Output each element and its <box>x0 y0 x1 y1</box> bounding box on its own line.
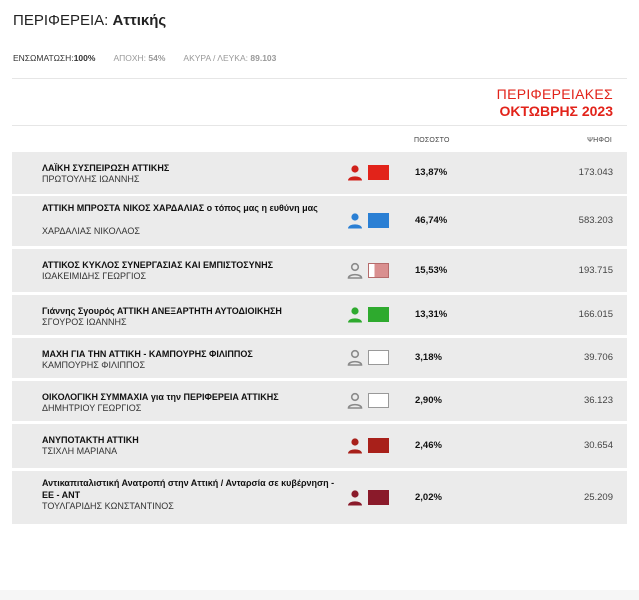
invalid-value: 89.103 <box>250 53 277 63</box>
person-outline-icon <box>347 262 363 279</box>
votes-column-header: ΨΗΦΟΙ <box>587 137 612 144</box>
page-title: ΠΕΡΙΦΕΡΕΙΑ: Αττικής <box>13 12 166 29</box>
integration-value: 100% <box>73 53 96 63</box>
party-color-swatch <box>368 307 389 322</box>
region-label: ΠΕΡΙΦΕΡΕΙΑ: <box>13 12 109 29</box>
region-name: Αττικής <box>112 12 167 29</box>
percent-column-header: ΠΟΣΟΣΤΟ <box>414 137 450 144</box>
person-icon <box>348 165 362 181</box>
person-icon <box>348 307 362 323</box>
election-heading: ΠΕΡΙΦΕΡΕΙΑΚΕΣ ΟΚΤΩΒΡΗΣ 2023 <box>497 86 613 119</box>
leader-name: ΚΑΜΠΟΥΡΗΣ ΦΙΛΙΠΠΟΣ <box>42 360 146 370</box>
votes-value: 25.209 <box>583 492 613 503</box>
result-row: ΑΤΤΙΚΟΣ ΚΥΚΛΟΣ ΣΥΝΕΡΓΑΣΙΑΣ ΚΑΙ ΕΜΠΙΣΤΟΣΥ… <box>12 249 627 292</box>
abstention-value: 54% <box>148 53 166 63</box>
result-row: ΑΝΥΠΟΤΑΚΤΗ ΑΤΤΙΚΗ ΤΣΙΧΛΗ ΜΑΡΙΑΝΑ 2,46% 30.6… <box>12 424 627 468</box>
person-icon <box>348 213 362 229</box>
party-color-swatch <box>368 490 389 505</box>
divider <box>12 78 627 79</box>
abstention-stat: ΑΠΟΧΗ: 54% <box>113 53 165 63</box>
invalid-label: ΑΚΥΡΑ / ΛΕΥΚΑ: <box>183 53 249 63</box>
result-row: Αντικαπιταλιστική Ανατροπή στην Αττική /… <box>12 471 627 524</box>
result-row: ΟΙΚΟΛΟΓΙΚΗ ΣΥΜΜΑΧΙΑ για την ΠΕΡΙΦΕΡΕΙΑ Α… <box>12 381 627 421</box>
party-name: ΟΙΚΟΛΟΓΙΚΗ ΣΥΜΜΑΧΙΑ για την ΠΕΡΙΦΕΡΕΙΑ Α… <box>42 392 279 402</box>
result-row: ΜΑΧΗ ΓΙΑ ΤΗΝ ΑΤΤΙΚΗ - ΚΑΜΠΟΥΡΗΣ ΦΙΛΙΠΠΟΣ… <box>12 338 627 378</box>
party-color-swatch <box>368 213 389 228</box>
party-color-swatch <box>368 393 389 408</box>
party-color-swatch <box>368 263 389 278</box>
person-outline-icon <box>347 349 363 366</box>
votes-value: 39.706 <box>583 352 613 363</box>
party-name: ΜΑΧΗ ΓΙΑ ΤΗΝ ΑΤΤΙΚΗ - ΚΑΜΠΟΥΡΗΣ ΦΙΛΙΠΠΟΣ <box>42 349 253 359</box>
divider <box>12 125 627 126</box>
percent-value: 13,31% <box>415 309 448 320</box>
leader-name: ΣΓΟΥΡΟΣ ΙΩΑΝΝΗΣ <box>42 317 127 327</box>
result-row: ΑΤΤΙΚΗ ΜΠΡΟΣΤΑ ΝΙΚΟΣ ΧΑΡΔΑΛΙΑΣ ο τόπος μ… <box>12 196 627 246</box>
party-name: Γιάννης Σγουρός ΑΤΤΙΚΗ ΑΝΕΞΑΡΤΗΤΗ ΑΥΤΟΔΙ… <box>42 306 282 316</box>
leader-name: ΔΗΜΗΤΡΙΟΥ ΓΕΩΡΓΙΟΣ <box>42 403 142 413</box>
percent-value: 2,02% <box>415 492 442 503</box>
percent-value: 2,46% <box>415 440 442 451</box>
election-date: ΟΚΤΩΒΡΗΣ 2023 <box>499 103 613 119</box>
party-name: ΑΤΤΙΚΟΣ ΚΥΚΛΟΣ ΣΥΝΕΡΓΑΣΙΑΣ ΚΑΙ ΕΜΠΙΣΤΟΣΥ… <box>42 260 274 270</box>
percent-value: 46,74% <box>415 215 448 226</box>
party-color-swatch <box>368 438 389 453</box>
votes-value: 30.654 <box>583 440 613 451</box>
votes-value: 36.123 <box>583 395 613 406</box>
percent-value: 15,53% <box>415 265 448 276</box>
leader-name: ΧΑΡΔΑΛΙΑΣ ΝΙΚΟΛΑΟΣ <box>42 226 140 236</box>
integration-stat: ΕΝΣΩΜΑΤΩΣΗ:100% <box>13 53 95 63</box>
party-name: ΛΑΪΚΗ ΣΥΣΠΕΙΡΩΣΗ ΑΤΤΙΚΗΣ <box>42 163 170 173</box>
abstention-label: ΑΠΟΧΗ: <box>113 53 147 63</box>
leader-name: ΠΡΩΤΟΥΛΗΣ ΙΩΑΝΝΗΣ <box>42 174 140 184</box>
leader-name: ΙΩΑΚΕΙΜΙΔΗΣ ΓΕΩΡΓΙΟΣ <box>42 271 147 281</box>
invalid-stat: ΑΚΥΡΑ / ΛΕΥΚΑ: 89.103 <box>183 53 276 63</box>
footer-strip <box>0 590 639 600</box>
votes-value: 193.715 <box>578 265 613 276</box>
votes-value: 173.043 <box>578 167 613 178</box>
percent-value: 13,87% <box>415 167 448 178</box>
result-row: ΛΑΪΚΗ ΣΥΣΠΕΙΡΩΣΗ ΑΤΤΙΚΗΣ ΠΡΩΤΟΥΛΗΣ ΙΩΑΝΝΗ… <box>12 152 627 194</box>
percent-value: 2,90% <box>415 395 442 406</box>
party-name: Αντικαπιταλιστική Ανατροπή στην Αττική /… <box>42 478 335 500</box>
party-color-swatch <box>368 165 389 180</box>
stats-bar: ΕΝΣΩΜΑΤΩΣΗ:100% ΑΠΟΧΗ: 54% ΑΚΥΡΑ / ΛΕΥΚΑ… <box>13 53 276 63</box>
party-name: ΑΤΤΙΚΗ ΜΠΡΟΣΤΑ ΝΙΚΟΣ ΧΑΡΔΑΛΙΑΣ ο τόπος μ… <box>42 203 318 213</box>
person-outline-icon <box>347 392 363 409</box>
party-color-swatch <box>368 350 389 365</box>
votes-value: 583.203 <box>578 215 613 226</box>
party-name: ΑΝΥΠΟΤΑΚΤΗ ΑΤΤΙΚΗ <box>42 435 139 445</box>
person-icon <box>348 438 362 454</box>
election-type: ΠΕΡΙΦΕΡΕΙΑΚΕΣ <box>496 86 613 102</box>
integration-label: ΕΝΣΩΜΑΤΩΣΗ: <box>13 53 74 63</box>
leader-name: ΤΟΥΛΓΑΡΙΔΗΣ ΚΩΝΣΤΑΝΤΙΝΟΣ <box>42 501 174 511</box>
person-icon <box>348 490 362 506</box>
leader-name: ΤΣΙΧΛΗ ΜΑΡΙΑΝΑ <box>42 446 118 456</box>
result-row: Γιάννης Σγουρός ΑΤΤΙΚΗ ΑΝΕΞΑΡΤΗΤΗ ΑΥΤΟΔΙ… <box>12 295 627 335</box>
percent-value: 3,18% <box>415 352 442 363</box>
votes-value: 166.015 <box>578 309 613 320</box>
